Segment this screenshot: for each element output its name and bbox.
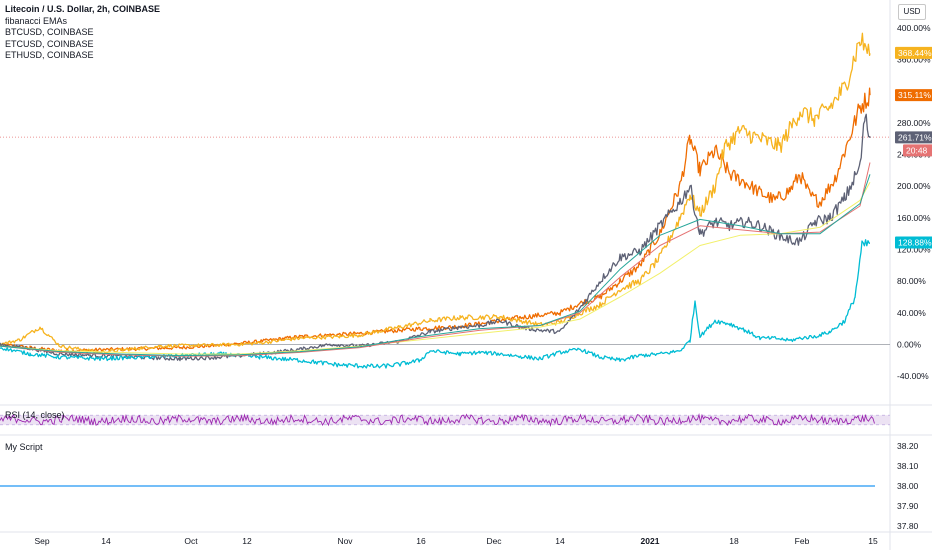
time-tick-label: Dec — [486, 536, 502, 546]
time-tick-label: Sep — [34, 536, 49, 546]
rsi-band — [0, 415, 890, 425]
legend-title[interactable]: Litecoin / U.S. Dollar, 2h, COINBASE — [5, 4, 161, 14]
price-tick-label: 80.00% — [897, 276, 926, 286]
rsi-pane-label[interactable]: RSI (14, close) — [5, 410, 65, 420]
legend-item-etc[interactable]: ETCUSD, COINBASE — [5, 38, 94, 49]
countdown-label: 20:48 — [906, 145, 928, 155]
script-tick-label: 38.10 — [897, 461, 919, 471]
time-tick-label: 14 — [101, 536, 111, 546]
legend-item-eth[interactable]: ETHUSD, COINBASE — [5, 50, 94, 60]
price-tick-label: 120.00% — [897, 245, 931, 255]
series-line-btc — [0, 87, 871, 353]
price-tick-label: 40.00% — [897, 308, 926, 318]
legend: Litecoin / U.S. Dollar, 2h, COINBASE fib… — [5, 4, 160, 62]
time-tick-label: 18 — [729, 536, 739, 546]
time-tick-label: 2021 — [641, 536, 660, 546]
time-tick-label: 12 — [242, 536, 252, 546]
time-tick-label: 16 — [416, 536, 426, 546]
end-label-eth-bg — [895, 46, 932, 59]
series-line-etc — [0, 239, 870, 369]
script-pane-label[interactable]: My Script — [5, 442, 43, 452]
countdown-label-bg — [903, 144, 932, 157]
end-label-etc: 128.88% — [898, 237, 932, 247]
end-label-ltc-bg — [895, 131, 932, 144]
script-tick-label: 37.80 — [897, 521, 919, 531]
end-label-eth: 368.44% — [898, 48, 932, 58]
time-tick-label: Nov — [337, 536, 353, 546]
end-label-btc: 315.11% — [898, 90, 931, 100]
currency-button[interactable]: USD — [898, 4, 926, 20]
rsi-line — [0, 413, 875, 427]
legend-item-ema[interactable]: fibanacci EMAs — [5, 15, 68, 26]
series-line-ltc — [0, 113, 871, 362]
time-tick-label: 15 — [868, 536, 878, 546]
script-tick-label: 38.20 — [897, 441, 919, 451]
time-tick-label: Feb — [795, 536, 810, 546]
price-tick-label: 280.00% — [897, 118, 931, 128]
price-tick-label: -40.00% — [897, 371, 929, 381]
script-tick-label: 37.90 — [897, 501, 919, 511]
price-tick-label: 160.00% — [897, 213, 931, 223]
script-tick-label: 38.00 — [897, 481, 919, 491]
end-label-ltc: 261.71% — [898, 132, 932, 142]
end-label-btc-bg — [895, 89, 932, 102]
series-line-eth — [0, 32, 871, 355]
time-tick-label: Oct — [184, 536, 198, 546]
series-line-ema3 — [0, 174, 871, 357]
price-tick-label: 0.00% — [897, 339, 922, 349]
price-tick-label: 400.00% — [897, 23, 931, 33]
end-label-etc-bg — [895, 236, 932, 249]
price-tick-label: 200.00% — [897, 181, 931, 191]
legend-item-btc[interactable]: BTCUSD, COINBASE — [5, 27, 94, 37]
price-tick-label: 360.00% — [897, 55, 931, 65]
time-tick-label: 14 — [555, 536, 565, 546]
